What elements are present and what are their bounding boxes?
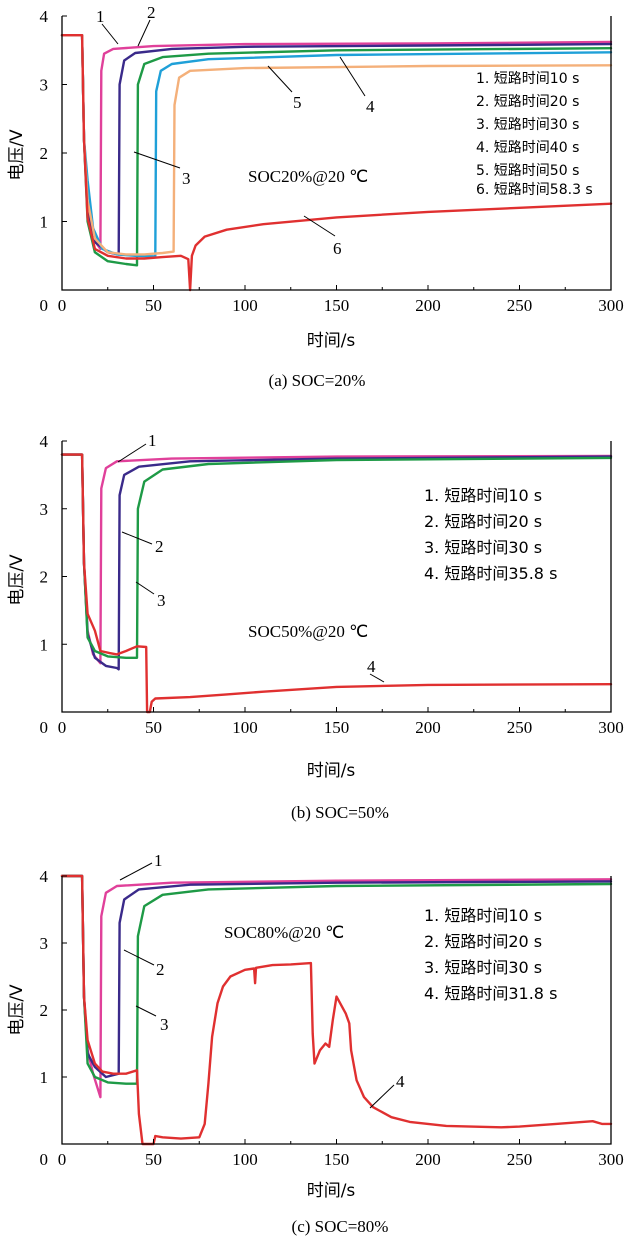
- chart-panel-a: 0 50 100 150 200 250 300 1 2 3 4 0 电压/V 时间/s (a) SO…: [7, 3, 624, 390]
- series-line-4: [60, 453, 613, 714]
- legend-entry: 4. 短路时间40 s: [476, 140, 579, 156]
- curve-label-3: 3: [182, 169, 191, 188]
- y-tick-label: 3: [40, 76, 49, 95]
- curve-label-4: 4: [367, 657, 376, 676]
- legend-entry: 4. 短路时间35.8 s: [424, 564, 557, 583]
- y-axis-label: 电压/V: [7, 984, 27, 1036]
- curve-label-2: 2: [147, 3, 156, 22]
- y-tick-label: 2: [40, 144, 49, 163]
- curve-label-4: 4: [396, 1072, 405, 1091]
- x-tick-label: 50: [145, 718, 162, 737]
- x-axis-label: 时间/s: [307, 761, 356, 781]
- curve-label-3: 3: [157, 591, 166, 610]
- legend-entry: 3. 短路时间30 s: [476, 117, 579, 133]
- y-tick-label: 2: [40, 1001, 49, 1020]
- legend-entry: 4. 短路时间31.8 s: [424, 984, 557, 1003]
- legend-entry: 6. 短路时间58.3 s: [476, 182, 593, 198]
- x-tick-label: 50: [145, 1150, 162, 1169]
- curve-label-4: 4: [366, 97, 375, 116]
- curve-label-3: 3: [160, 1015, 169, 1034]
- x-tick-label: 200: [415, 296, 441, 315]
- y-tick-label: 1: [40, 635, 49, 654]
- y-tick-label: 3: [40, 500, 49, 519]
- curve-label-6: 6: [333, 239, 342, 258]
- x-tick-label: 100: [232, 296, 258, 315]
- x-tick-label: 250: [507, 1150, 533, 1169]
- legend-entry: 2. 短路时间20 s: [424, 932, 542, 951]
- legend-entry: 1. 短路时间10 s: [424, 486, 542, 505]
- x-tick-label: 300: [598, 1150, 624, 1169]
- x-tick-label: 250: [507, 718, 533, 737]
- x-tick-label: 0: [58, 1150, 67, 1169]
- curve-label-5: 5: [293, 93, 302, 112]
- curve-label-2: 2: [156, 960, 165, 979]
- curve-label-1: 1: [148, 431, 157, 450]
- y-tick-label: 4: [40, 432, 49, 451]
- y-tick-label: 4: [40, 7, 49, 26]
- condition-annotation: SOC80%@20 ℃: [224, 923, 344, 942]
- legend: 1. 短路时间10 s 2. 短路时间20 s 3. 短路时间30 s 4. 短…: [424, 906, 557, 1003]
- x-axis-label: 时间/s: [307, 331, 356, 351]
- chart-caption: (c) SOC=80%: [292, 1217, 389, 1236]
- x-tick-label: 100: [232, 1150, 258, 1169]
- x-axis-label: 时间/s: [307, 1181, 356, 1201]
- origin-tick-label: 0: [40, 1150, 49, 1169]
- x-tick-label: 300: [598, 296, 624, 315]
- y-tick-label: 4: [40, 867, 49, 886]
- x-tick-label: 50: [145, 296, 162, 315]
- legend: 1. 短路时间10 s 2. 短路时间20 s 3. 短路时间30 s 4. 短…: [424, 486, 557, 583]
- legend-entry: 2. 短路时间20 s: [424, 512, 542, 531]
- condition-annotation: SOC50%@20 ℃: [248, 622, 368, 641]
- origin-tick-label: 0: [40, 296, 49, 315]
- x-tick-label: 150: [324, 718, 350, 737]
- legend-entry: 1. 短路时间10 s: [476, 71, 579, 87]
- x-tick-label: 0: [58, 718, 67, 737]
- x-tick-label: 200: [415, 1150, 441, 1169]
- series-line-6: [60, 34, 613, 292]
- legend-entry: 2. 短路时间20 s: [476, 94, 579, 110]
- x-tick-label: 150: [324, 296, 350, 315]
- curve-label-2: 2: [155, 537, 164, 556]
- condition-annotation: SOC20%@20 ℃: [248, 167, 368, 186]
- legend: 1. 短路时间10 s 2. 短路时间20 s 3. 短路时间30 s 4. 短…: [476, 71, 593, 198]
- y-axis-label: 电压/V: [7, 554, 27, 606]
- legend-entry: 5. 短路时间50 s: [476, 163, 579, 179]
- curve-callouts: 1 2 3 4: [117, 431, 385, 683]
- x-tick-label: 150: [324, 1150, 350, 1169]
- chart-panel-c: 0 50 100 150 200 250 300 1 2 3 4 0 电压/V 时间/s (c) SO…: [7, 851, 624, 1236]
- x-tick-label: 250: [507, 296, 533, 315]
- y-axis-label: 电压/V: [7, 129, 27, 181]
- curve-callouts: 1 2 3 4: [119, 851, 405, 1109]
- legend-entry: 1. 短路时间10 s: [424, 906, 542, 925]
- y-tick-label: 1: [40, 1068, 49, 1087]
- curve-label-1: 1: [154, 851, 163, 870]
- chart-caption: (b) SOC=50%: [291, 803, 389, 822]
- origin-tick-label: 0: [40, 718, 49, 737]
- x-tick-label: 300: [598, 718, 624, 737]
- curve-callouts: 1 2 3 4 5 6: [96, 3, 375, 258]
- x-tick-label: 200: [415, 718, 441, 737]
- chart-caption: (a) SOC=20%: [269, 371, 366, 390]
- series-line-4: [60, 874, 613, 1146]
- legend-entry: 3. 短路时间30 s: [424, 958, 542, 977]
- y-tick-label: 3: [40, 934, 49, 953]
- x-tick-label: 0: [58, 296, 67, 315]
- chart-panel-b: 0 50 100 150 200 250 300 1 2 3 4 0 电压/V 时间/s (b) SO…: [7, 431, 624, 822]
- y-tick-label: 1: [40, 213, 49, 232]
- x-tick-label: 100: [232, 718, 258, 737]
- y-tick-label: 2: [40, 568, 49, 587]
- legend-entry: 3. 短路时间30 s: [424, 538, 542, 557]
- curve-label-1: 1: [96, 7, 105, 26]
